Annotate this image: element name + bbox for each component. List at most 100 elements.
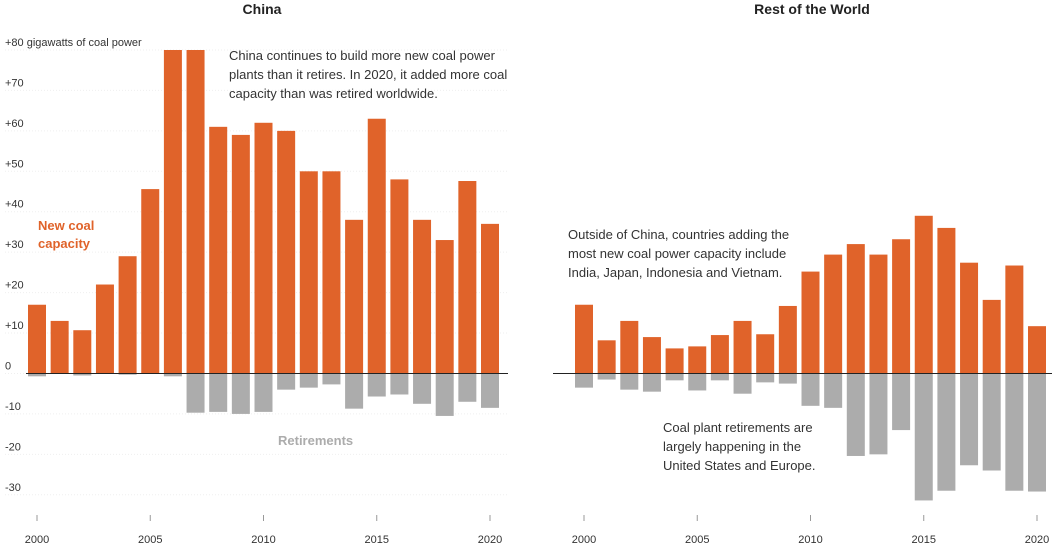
bar (824, 373, 843, 408)
bar (299, 373, 318, 388)
bar (801, 271, 820, 374)
bar (322, 171, 341, 374)
bar (892, 373, 911, 431)
y-tick-label: +40 (5, 199, 24, 211)
x-tick-label: 2010 (251, 534, 275, 546)
bar (937, 227, 956, 374)
annotation: Coal plant retirements are largely happe… (663, 420, 816, 473)
bar (1005, 265, 1024, 374)
bar (367, 373, 386, 397)
x-tick-label: 2005 (138, 534, 162, 546)
bar (367, 118, 386, 374)
x-tick-label: 2015 (912, 534, 936, 546)
bar (960, 262, 979, 374)
x-tick-label: 2000 (25, 534, 49, 546)
y-tick-label: +30 (5, 239, 24, 251)
bar (710, 335, 729, 374)
bar (28, 373, 46, 377)
bar (277, 130, 296, 374)
bar (824, 254, 843, 374)
x-tick-label: 2000 (572, 534, 596, 546)
y-tick-label: -20 (5, 441, 21, 453)
bar (1028, 373, 1046, 492)
bar (73, 373, 92, 376)
x-tick-label: 2015 (365, 534, 389, 546)
bar (665, 373, 684, 381)
series-label: New coal capacity (38, 218, 95, 251)
bar (733, 320, 752, 374)
bar (435, 373, 454, 416)
y-tick-label: +80 gigawatts of coal power (5, 37, 142, 49)
bar (118, 256, 137, 374)
bar (1005, 373, 1024, 491)
bar (642, 337, 661, 374)
bar (688, 346, 707, 374)
bar (299, 171, 318, 374)
bar (846, 244, 865, 374)
x-tick-label: 2005 (685, 534, 709, 546)
y-tick-label: +50 (5, 158, 24, 170)
bar (869, 373, 888, 455)
bar (575, 373, 593, 388)
bar (118, 373, 137, 375)
bar (642, 373, 661, 392)
bar (1028, 326, 1046, 374)
bar (345, 373, 364, 409)
x-tick-label: 2010 (798, 534, 822, 546)
y-tick-label: +10 (5, 320, 24, 332)
bar (960, 373, 979, 466)
y-tick-label: -10 (5, 401, 21, 413)
bar (597, 373, 616, 380)
bar (209, 373, 228, 412)
bar (458, 181, 477, 374)
annotation: China continues to build more new coal p… (229, 48, 508, 101)
chart-title: China (243, 1, 282, 17)
bar (846, 373, 865, 456)
bar (756, 373, 775, 383)
bar (345, 219, 364, 374)
bar (277, 373, 296, 390)
bar (778, 373, 797, 384)
bar (481, 373, 499, 408)
bar (254, 122, 273, 374)
bar (28, 304, 46, 374)
bar (937, 373, 956, 491)
y-tick-label: +70 (5, 77, 24, 89)
bar (620, 320, 639, 374)
bar (186, 50, 205, 374)
bar (914, 215, 933, 374)
y-tick-label: 0 (5, 360, 11, 372)
bar (914, 373, 933, 501)
bar (458, 373, 477, 402)
bar (982, 373, 1001, 471)
bar (665, 348, 684, 374)
series-label: Retirements (278, 433, 354, 448)
bar (869, 254, 888, 374)
bar (141, 189, 160, 374)
bar (322, 373, 341, 385)
bar (163, 50, 182, 374)
bar (186, 373, 205, 413)
bar (710, 373, 729, 381)
annotation: Outside of China, countries adding the m… (568, 227, 790, 280)
chart-title: Rest of the World (754, 1, 870, 17)
bar (597, 340, 616, 374)
bar (50, 320, 69, 374)
bar (413, 219, 432, 374)
bar (982, 299, 1001, 374)
bar (435, 240, 454, 374)
bar (390, 179, 409, 374)
bar (254, 373, 273, 412)
bar (163, 373, 182, 377)
bar (413, 373, 432, 404)
y-tick-label: -30 (5, 482, 21, 494)
bar (688, 373, 707, 391)
bar (231, 134, 250, 374)
bar (620, 373, 639, 390)
bar (390, 373, 409, 395)
bar (778, 305, 797, 374)
bar (95, 284, 114, 374)
bar (231, 373, 250, 414)
